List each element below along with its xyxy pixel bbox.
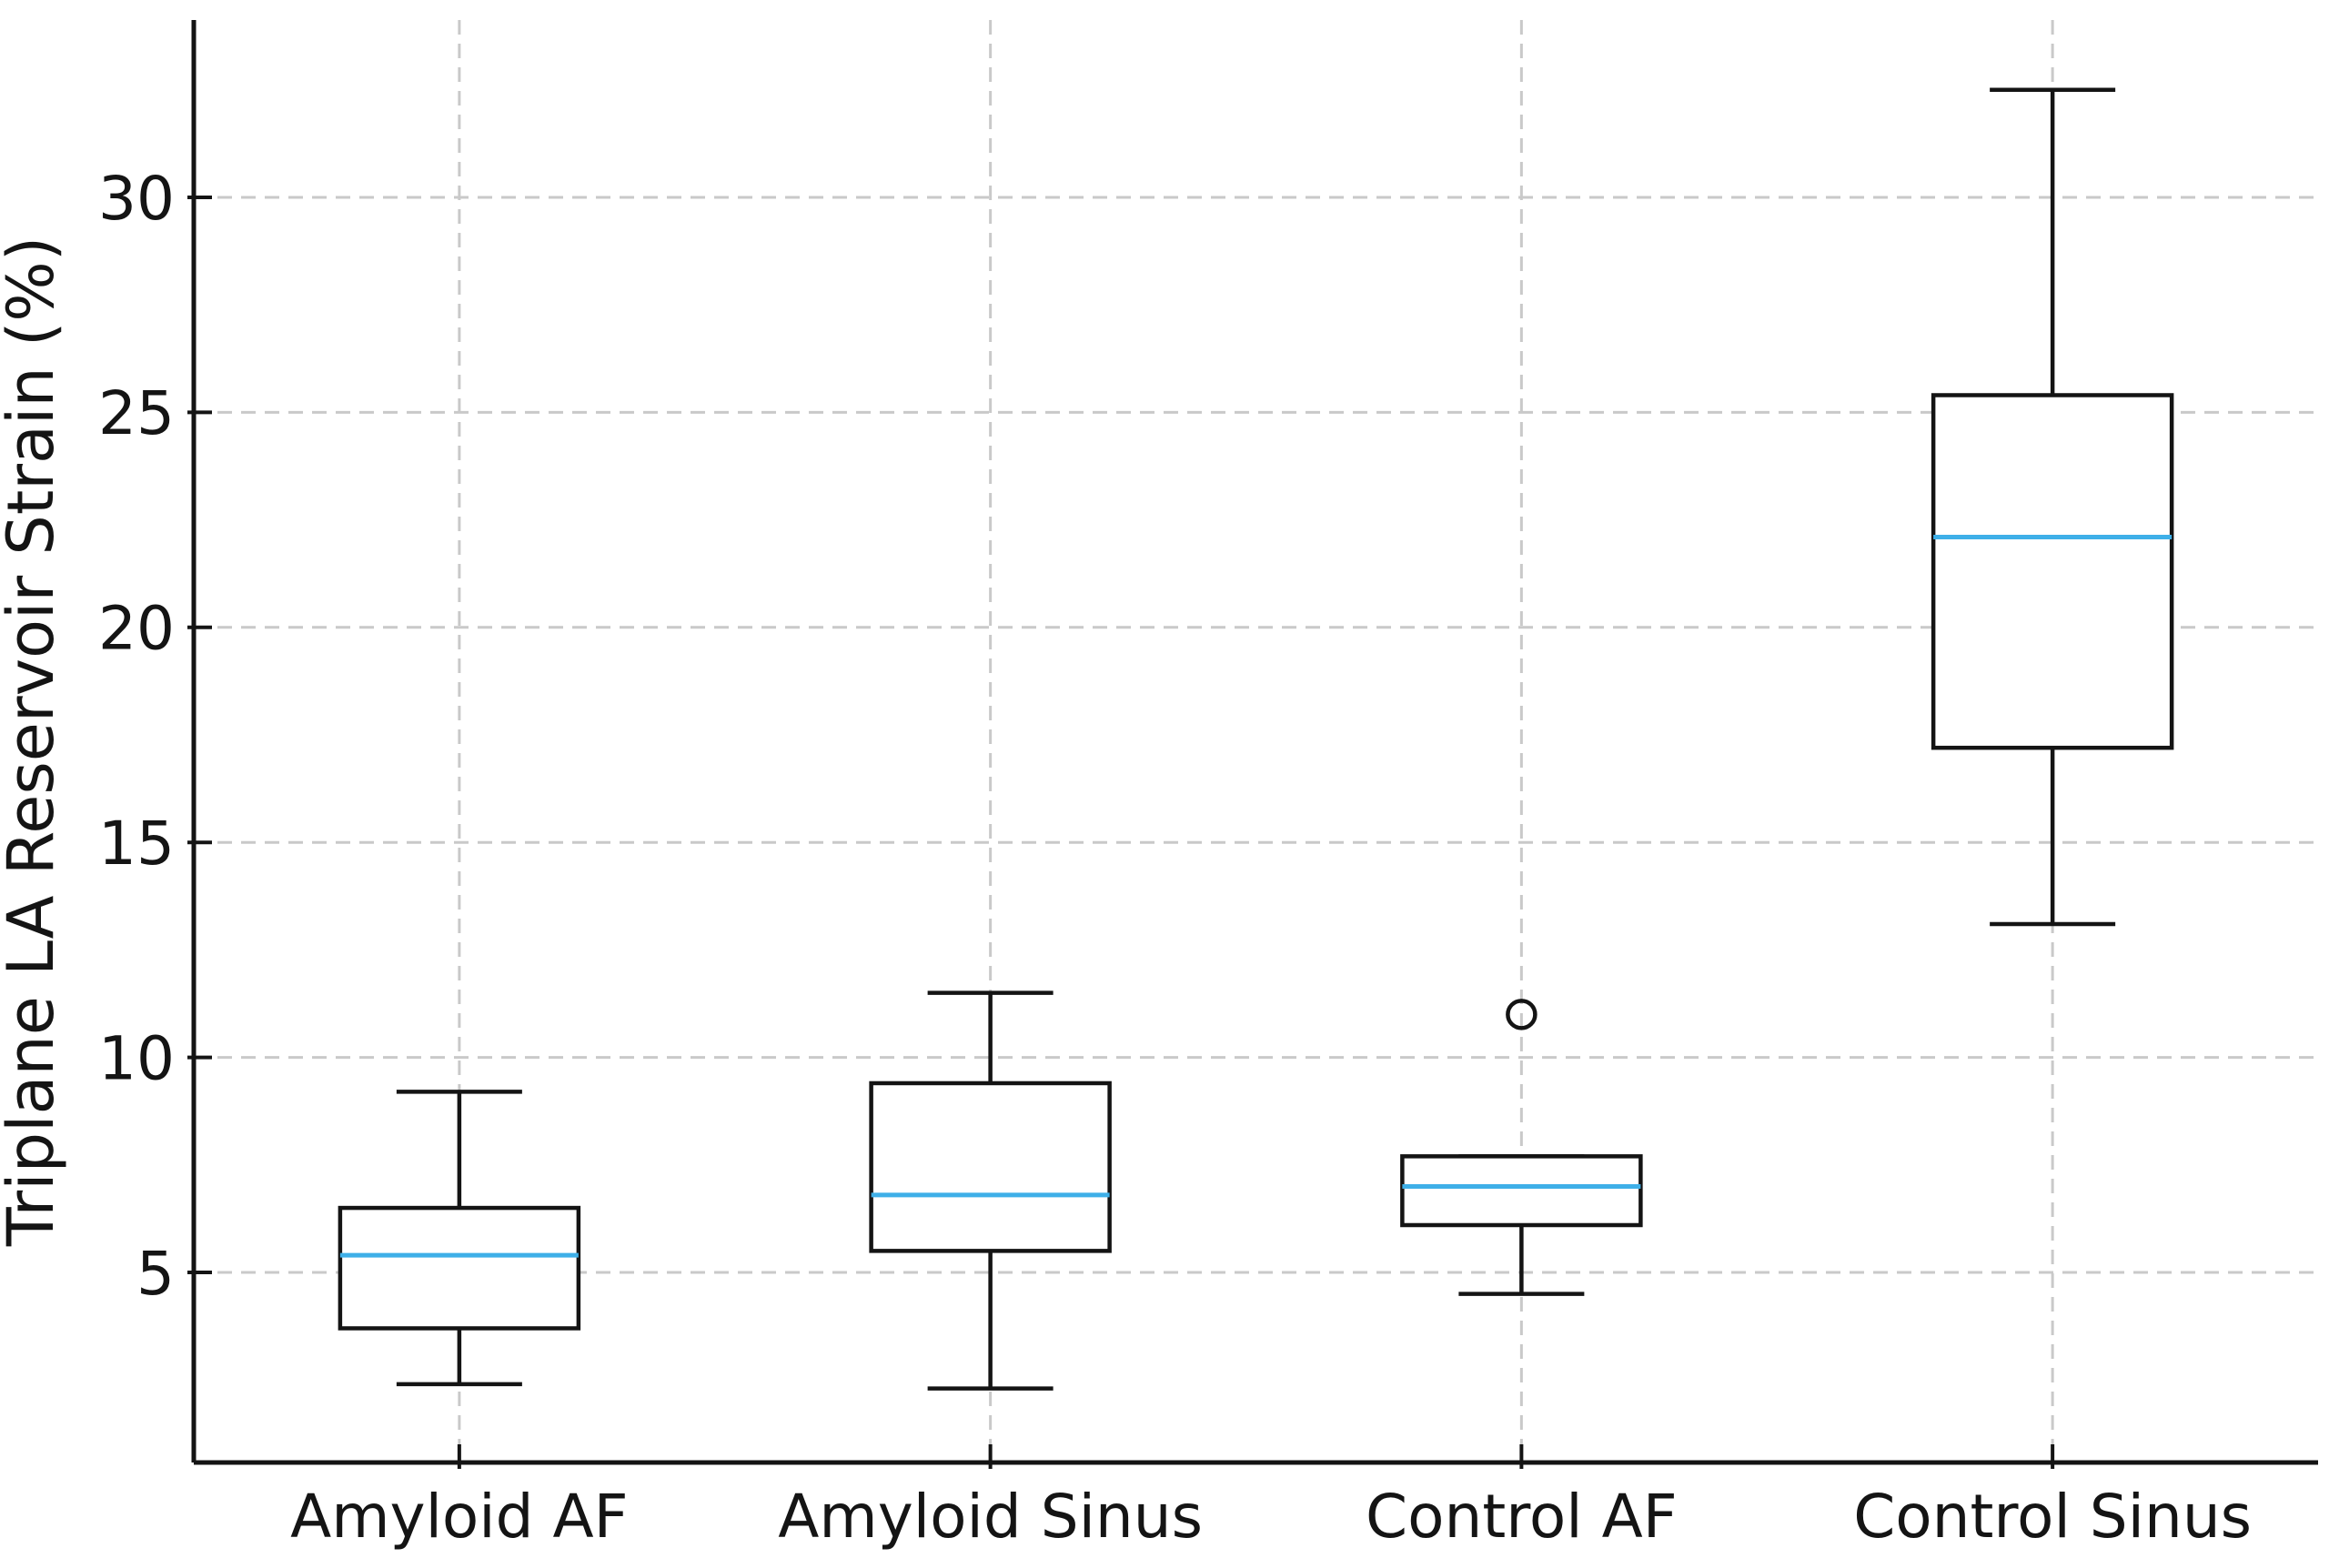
y-tick-label: 20	[98, 594, 175, 664]
y-tick-label: 25	[98, 378, 175, 448]
iqr-box	[1931, 393, 2174, 750]
outlier-point	[1506, 999, 1538, 1030]
label-layer: Triplane LA Reservoir Strain (%) 5 10 15 20…	[0, 164, 2252, 1552]
axis-layer	[187, 20, 2318, 1469]
x-category-label: Amyloid AF	[290, 1482, 629, 1552]
y-tick-label: 10	[98, 1023, 175, 1093]
y-tick-label: 15	[98, 809, 175, 879]
iqr-box	[1400, 1154, 1643, 1228]
box-layer	[338, 87, 2174, 1391]
y-tick-label: 5	[136, 1239, 175, 1309]
y-axis-label: Triplane LA Reservoir Strain (%)	[0, 236, 68, 1247]
x-category-label: Control Sinus	[1853, 1482, 2252, 1552]
iqr-box	[869, 1081, 1112, 1253]
x-category-label: Amyloid Sinus	[778, 1482, 1203, 1552]
iqr-box	[338, 1205, 581, 1331]
y-tick-label: 30	[98, 164, 175, 234]
x-category-label: Control AF	[1366, 1482, 1678, 1552]
